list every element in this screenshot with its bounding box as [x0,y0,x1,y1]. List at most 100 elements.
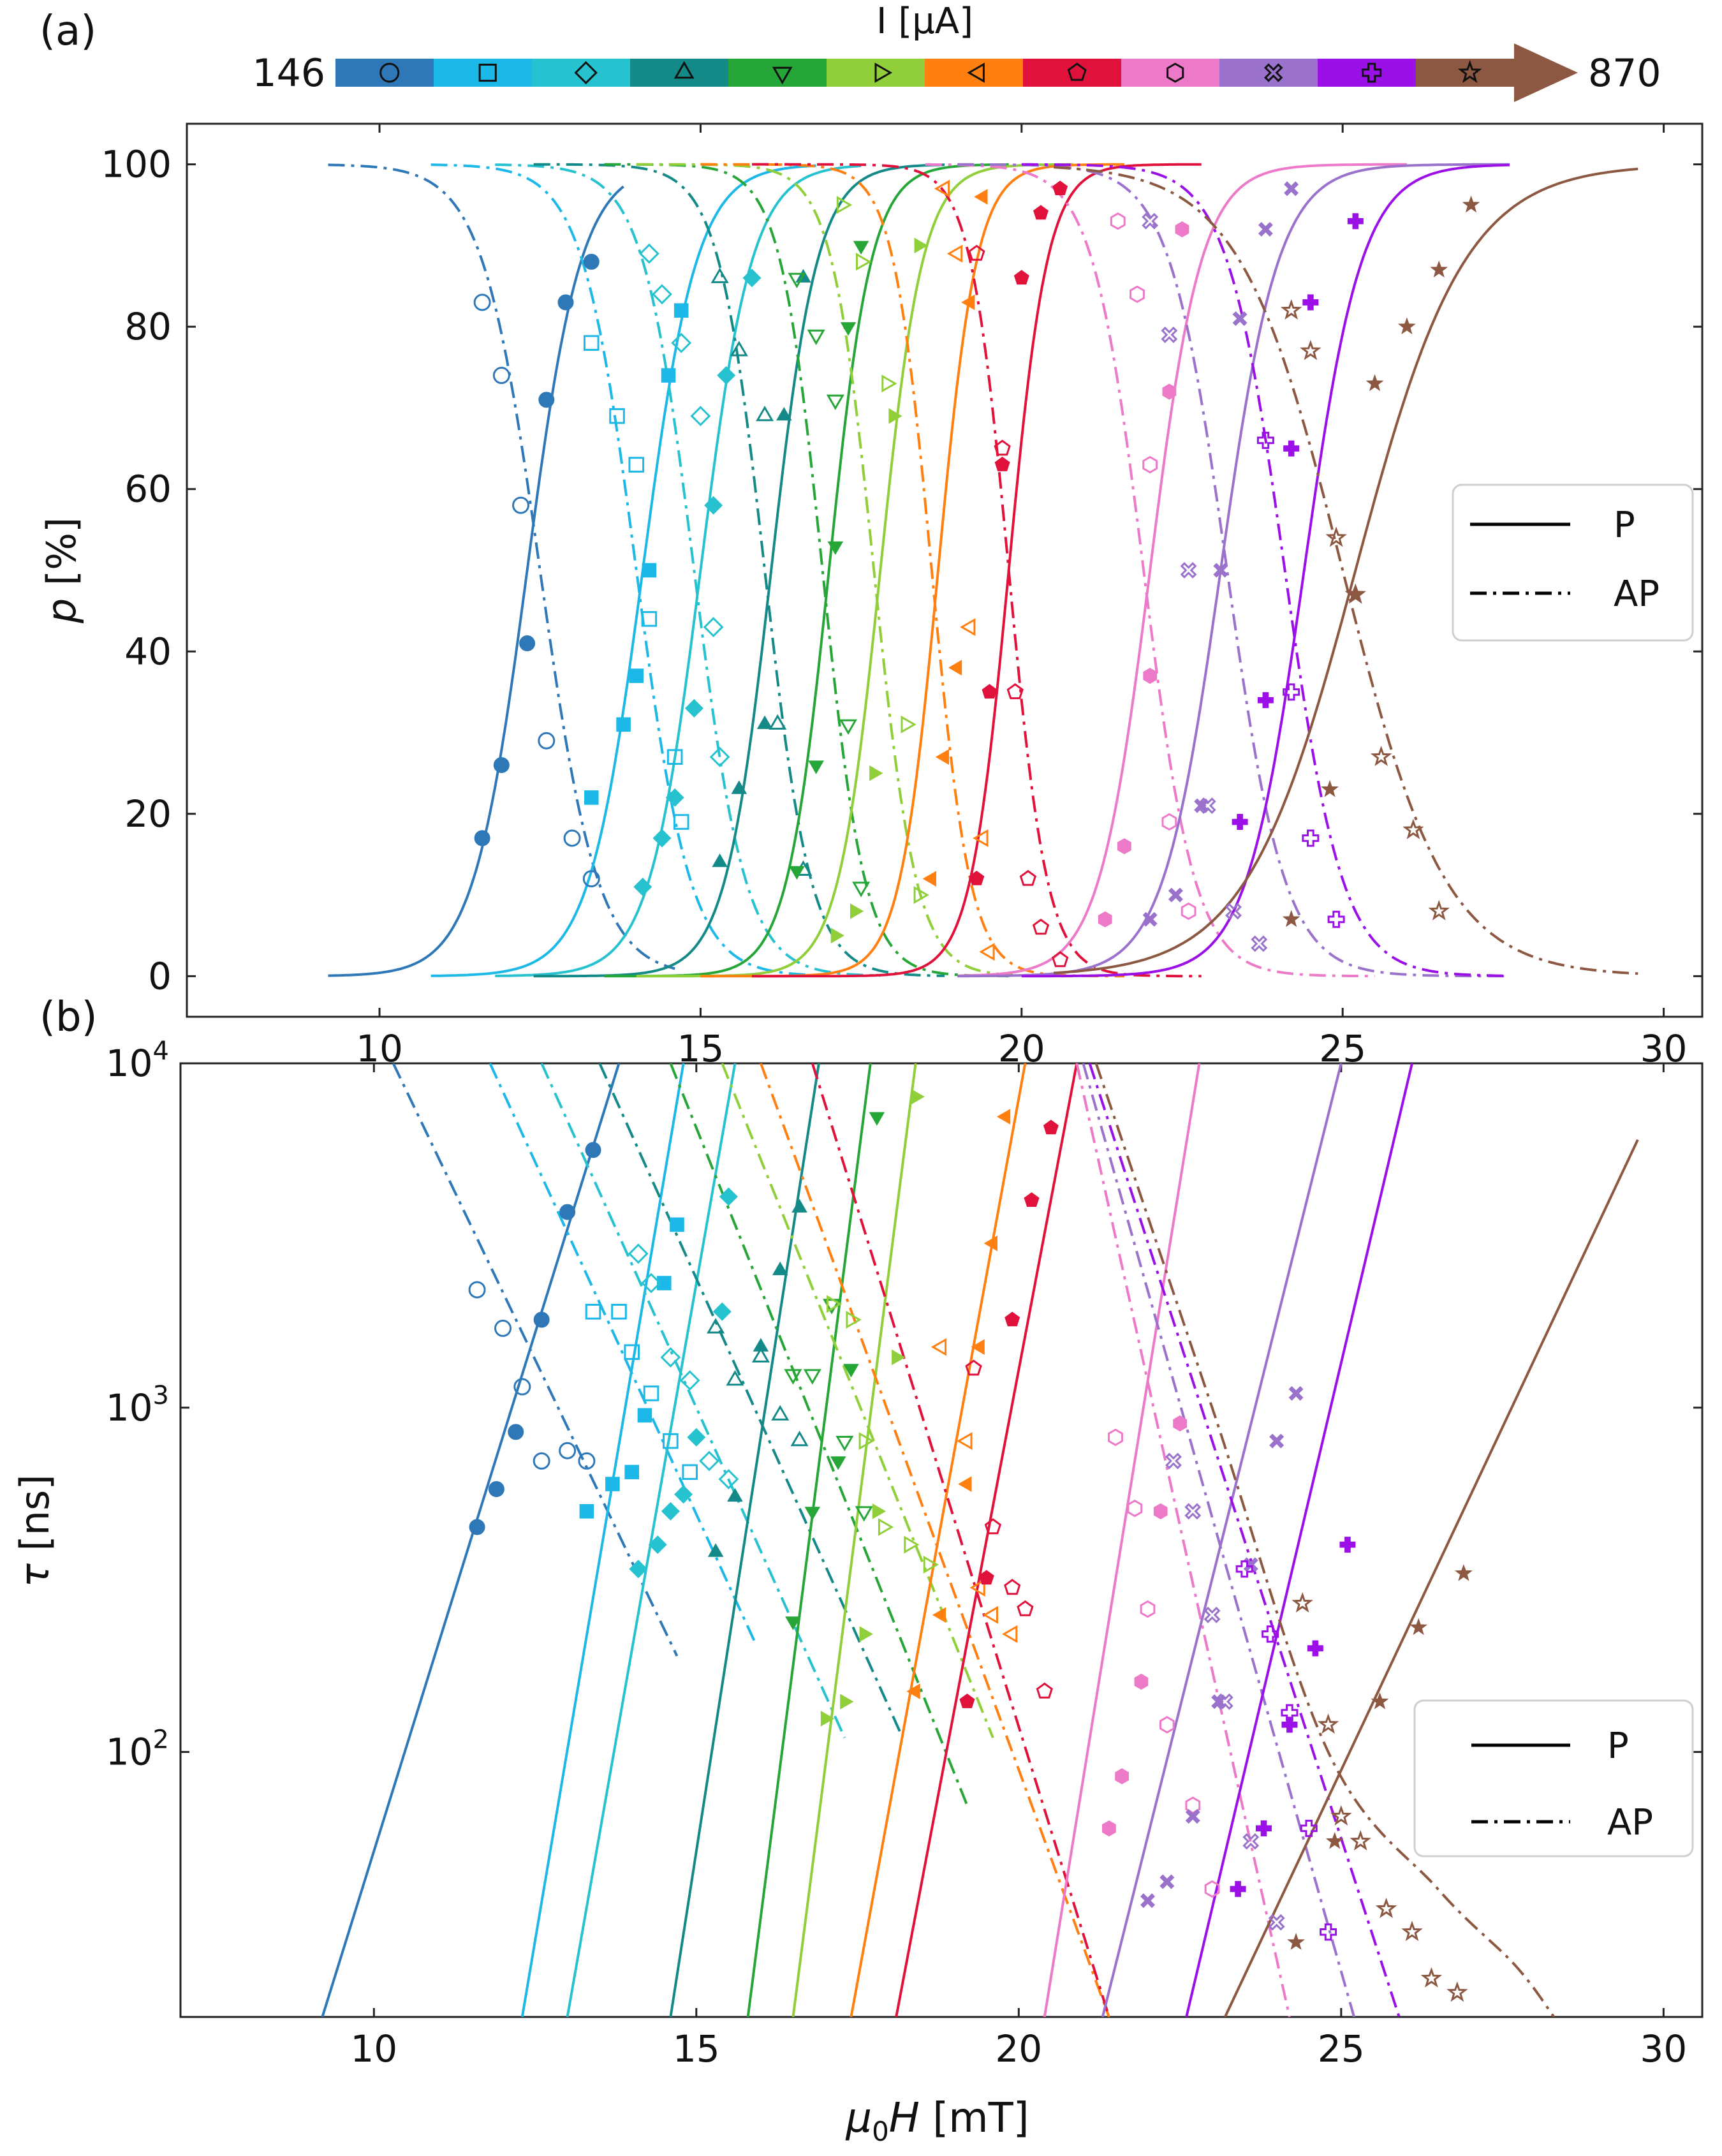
fit-ap-4 [669,1063,969,1806]
fit-ap-4 [604,163,1009,978]
point-p-circle [488,1481,504,1497]
point-p-pentagon [994,456,1010,471]
point-ap-plus [1256,431,1274,449]
colorbar-marker-plus [1362,63,1382,83]
point-ap-star [1292,1592,1313,1613]
point-ap-triangle-right [836,196,853,214]
fit-ap-7 [811,1063,1110,2017]
fit-ap-5 [721,1063,994,1739]
fit-p-2 [566,1063,737,2017]
point-p-x [1213,563,1228,578]
colorbar-segment [1318,59,1417,87]
point-p-pentagon [982,684,997,699]
point-p-circle [519,635,536,652]
legend-b-p-label: P [1607,1725,1629,1767]
panel-a-frame [186,122,1704,1018]
point-ap-plus [1327,910,1345,928]
x-tick-label: 20 [995,2027,1042,2071]
point-ap-circle [578,1452,596,1470]
colorbar-marker-pentagon [1067,63,1087,81]
point-p-triangle-right [888,408,902,424]
y-tick-label: 20 [124,792,172,836]
point-p-triangle-left [983,1235,997,1252]
point-p-pentagon [1052,181,1068,195]
point-ap-star [1401,1921,1423,1942]
fit-p-0 [321,1063,621,2017]
point-ap-star [1344,583,1367,604]
legend-a-ap-label: AP [1614,573,1659,615]
point-ap-triangle-down [855,1506,873,1522]
point-p-star [1321,779,1339,797]
point-p-triangle-down [853,240,869,255]
point-p-square [673,303,689,318]
point-p-star [1371,1692,1389,1709]
point-ap-triangle-down [852,882,871,897]
point-ap-triangle-up [710,267,729,283]
point-p-diamond [712,1302,732,1321]
point-p-pentagon [969,870,985,885]
fit-ap-9 [1082,1063,1356,2017]
point-p-square [579,1503,594,1519]
point-ap-triangle-down [826,394,844,410]
point-p-triangle-up [772,1261,788,1276]
point-p-triangle-left [948,660,962,676]
point-ap-hexagon [1159,1716,1175,1734]
point-ap-hexagon [1142,455,1158,474]
point-ap-star [1370,746,1392,767]
point-ap-x [1251,935,1268,952]
point-p-x [1258,221,1273,237]
y-tick-label: 102 [106,1725,169,1774]
point-ap-triangle-right [878,1518,894,1536]
point-ap-square [624,1344,640,1360]
point-ap-square [585,1304,601,1320]
point-p-hexagon [1134,1673,1149,1690]
point-ap-star [1330,1805,1352,1826]
point-ap-diamond [652,284,672,305]
x-tick-label: 15 [673,2027,720,2071]
point-ap-x [1184,1503,1202,1520]
fit-p-9 [957,163,1510,978]
point-p-circle [474,830,490,846]
point-p-diamond [665,788,684,807]
point-p-triangle-up [776,406,792,421]
point-ap-triangle-down [803,1369,821,1385]
point-p-triangle-right [840,1694,854,1709]
point-p-circle [559,1204,576,1220]
panel-a-label: (a) [40,8,96,55]
point-p-circle [469,1519,485,1535]
point-ap-star [1375,1898,1397,1919]
point-p-triangle-right [892,1349,906,1366]
point-p-circle [533,1311,550,1328]
panel-b-markers [468,1089,1473,2002]
colorbar-marker-circle [379,63,400,83]
point-ap-triangle-right [904,1535,920,1554]
colorbar-marker-triangle-up [673,61,695,79]
point-p-triangle-down [869,1112,885,1126]
point-p-hexagon [1102,1820,1116,1836]
point-ap-triangle-left [960,618,976,637]
point-p-plus [1281,1717,1298,1733]
point-ap-triangle-up [707,1318,725,1334]
fit-ap-3 [533,163,945,977]
point-p-pentagon [1013,270,1029,284]
point-ap-diamond [709,746,730,767]
point-ap-star [1350,1830,1371,1851]
fit-p-3 [669,1063,820,2017]
point-p-plus [1283,440,1300,457]
fit-p-8 [957,163,1407,977]
point-ap-triangle-up [790,1430,809,1447]
point-ap-triangle-left [957,1432,973,1451]
panel-b-legend: P AP [1413,1699,1694,1857]
point-p-x [1284,181,1299,196]
point-p-x [1140,1893,1156,1909]
point-ap-triangle-right [901,715,916,734]
point-ap-triangle-up [726,1370,744,1386]
point-p-plus [1256,1820,1272,1836]
point-ap-star [1325,526,1347,547]
point-p-square [642,563,657,578]
point-p-diamond [717,365,736,385]
point-p-triangle-right [859,1626,873,1643]
point-ap-x [1161,326,1178,343]
point-ap-star [1402,818,1424,839]
